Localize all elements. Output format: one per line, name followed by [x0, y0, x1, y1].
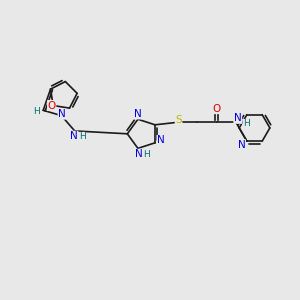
Text: H: H — [143, 150, 149, 159]
Text: N: N — [70, 131, 78, 141]
Text: H: H — [33, 107, 40, 116]
Text: H: H — [243, 119, 250, 128]
Text: H: H — [79, 132, 86, 141]
Text: O: O — [213, 103, 221, 114]
Text: N: N — [135, 149, 143, 159]
Text: N: N — [157, 135, 165, 146]
Text: N: N — [58, 109, 66, 119]
Text: N: N — [234, 113, 242, 123]
Text: S: S — [175, 116, 182, 125]
Text: N: N — [134, 109, 142, 119]
Text: O: O — [47, 100, 56, 110]
Text: N: N — [238, 140, 245, 150]
